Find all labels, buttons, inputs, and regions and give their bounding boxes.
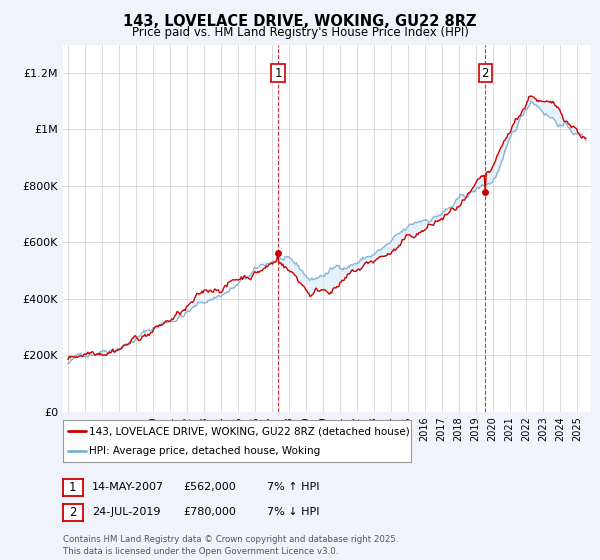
Text: HPI: Average price, detached house, Woking: HPI: Average price, detached house, Woki… — [89, 446, 320, 456]
Text: 7% ↑ HPI: 7% ↑ HPI — [267, 482, 320, 492]
Text: £780,000: £780,000 — [183, 507, 236, 517]
Text: Contains HM Land Registry data © Crown copyright and database right 2025.
This d: Contains HM Land Registry data © Crown c… — [63, 535, 398, 556]
Text: 1: 1 — [274, 67, 282, 80]
Text: 1: 1 — [69, 480, 77, 494]
Text: 143, LOVELACE DRIVE, WOKING, GU22 8RZ: 143, LOVELACE DRIVE, WOKING, GU22 8RZ — [123, 14, 477, 29]
Text: £562,000: £562,000 — [183, 482, 236, 492]
Text: Price paid vs. HM Land Registry's House Price Index (HPI): Price paid vs. HM Land Registry's House … — [131, 26, 469, 39]
Text: 2: 2 — [481, 67, 489, 80]
Text: 24-JUL-2019: 24-JUL-2019 — [92, 507, 160, 517]
Text: 143, LOVELACE DRIVE, WOKING, GU22 8RZ (detached house): 143, LOVELACE DRIVE, WOKING, GU22 8RZ (d… — [89, 426, 410, 436]
Text: 2: 2 — [69, 506, 77, 519]
Text: 14-MAY-2007: 14-MAY-2007 — [92, 482, 164, 492]
Text: 7% ↓ HPI: 7% ↓ HPI — [267, 507, 320, 517]
